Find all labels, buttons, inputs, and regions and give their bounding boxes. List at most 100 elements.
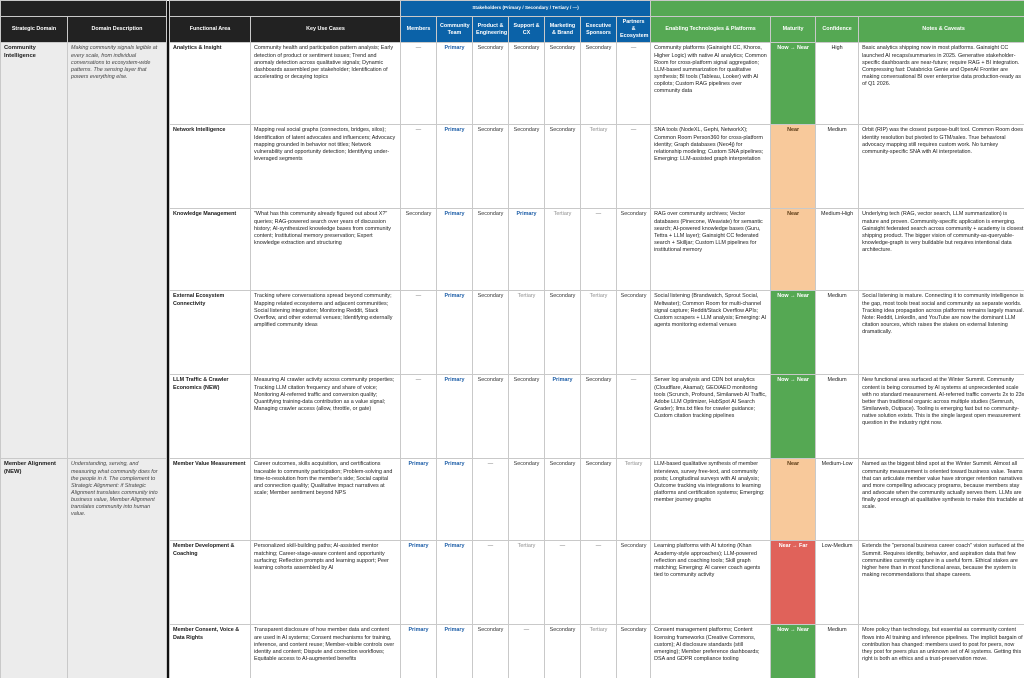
stakeholder-level-cell[interactable]: Secondary <box>544 42 581 126</box>
stakeholder-level-cell[interactable]: Secondary <box>580 374 617 460</box>
stakeholder-level-cell[interactable]: Secondary <box>508 374 545 460</box>
functional-area-cell[interactable]: Network Intelligence <box>169 124 251 210</box>
stakeholder-level-cell[interactable]: — <box>472 540 509 626</box>
stakeholder-level-cell[interactable]: Secondary <box>544 290 581 376</box>
stakeholder-level-cell[interactable]: Secondary <box>544 624 581 678</box>
maturity-cell[interactable]: Now → Near <box>770 624 817 678</box>
maturity-cell[interactable]: Near <box>770 124 817 210</box>
stakeholder-level-cell[interactable]: Primary <box>436 124 473 210</box>
stakeholder-level-cell[interactable]: Tertiary <box>508 540 545 626</box>
stakeholder-level-cell[interactable]: — <box>544 540 581 626</box>
enabling-tech-cell[interactable]: Social listening (Brandwatch, Sprout Soc… <box>650 290 772 376</box>
notes-cell[interactable]: More policy than technology, but essenti… <box>858 624 1024 678</box>
functional-area-cell[interactable]: Member Consent, Voice & Data Rights <box>169 624 251 678</box>
confidence-cell[interactable]: Medium <box>815 124 860 210</box>
stakeholder-level-cell[interactable]: Secondary <box>544 124 581 210</box>
key-use-cases-cell[interactable]: "What has this community already figured… <box>250 208 401 292</box>
stakeholder-level-cell[interactable]: Primary <box>544 374 581 460</box>
stakeholder-level-cell[interactable]: — <box>400 42 437 126</box>
maturity-cell[interactable]: Near → Far <box>770 540 817 626</box>
stakeholder-level-cell[interactable]: — <box>580 208 617 292</box>
confidence-cell[interactable]: Medium <box>815 290 860 376</box>
stakeholder-level-cell[interactable]: — <box>580 540 617 626</box>
functional-area-cell[interactable]: Member Value Measurement <box>169 458 251 542</box>
stakeholder-level-cell[interactable]: Tertiary <box>580 124 617 210</box>
stakeholder-level-cell[interactable]: Secondary <box>472 290 509 376</box>
confidence-cell[interactable]: Medium-High <box>815 208 860 292</box>
enabling-tech-cell[interactable]: LLM-based qualitative synthesis of membe… <box>650 458 772 542</box>
notes-cell[interactable]: Social listening is mature. Connecting i… <box>858 290 1024 376</box>
stakeholder-level-cell[interactable]: Primary <box>436 42 473 126</box>
stakeholder-level-cell[interactable]: Primary <box>436 208 473 292</box>
stakeholder-level-cell[interactable]: Secondary <box>544 458 581 542</box>
enabling-tech-cell[interactable]: RAG over community archives; Vector data… <box>650 208 772 292</box>
stakeholder-level-cell[interactable]: Primary <box>436 290 473 376</box>
notes-cell[interactable]: New functional area surfaced at the Wint… <box>858 374 1024 460</box>
functional-area-cell[interactable]: Member Development & Coaching <box>169 540 251 626</box>
maturity-cell[interactable]: Now → Near <box>770 374 817 460</box>
stakeholder-level-cell[interactable]: Secondary <box>580 458 617 542</box>
stakeholder-level-cell[interactable]: Tertiary <box>508 290 545 376</box>
stakeholder-level-cell[interactable]: Primary <box>400 540 437 626</box>
stakeholder-level-cell[interactable]: Secondary <box>508 458 545 542</box>
stakeholder-level-cell[interactable]: Primary <box>400 458 437 542</box>
enabling-tech-cell[interactable]: Community platforms (Gainsight CC, Khoro… <box>650 42 772 126</box>
confidence-cell[interactable]: Medium <box>815 624 860 678</box>
confidence-cell[interactable]: High <box>815 42 860 126</box>
key-use-cases-cell[interactable]: Career outcomes, skills acquisition, and… <box>250 458 401 542</box>
stakeholder-level-cell[interactable]: — <box>615 374 652 460</box>
key-use-cases-cell[interactable]: Transparent disclosure of how member dat… <box>250 624 401 678</box>
stakeholder-level-cell[interactable]: Primary <box>436 458 473 542</box>
key-use-cases-cell[interactable]: Measuring AI crawler activity across com… <box>250 374 401 460</box>
notes-cell[interactable]: Extends the "personal business career co… <box>858 540 1024 626</box>
stakeholder-level-cell[interactable]: — <box>615 42 652 126</box>
stakeholder-level-cell[interactable]: Primary <box>436 540 473 626</box>
stakeholder-level-cell[interactable]: — <box>615 124 652 210</box>
stakeholder-level-cell[interactable]: Primary <box>436 374 473 460</box>
stakeholder-level-cell[interactable]: Secondary <box>472 124 509 210</box>
key-use-cases-cell[interactable]: Mapping real social graphs (connectors, … <box>250 124 401 210</box>
stakeholder-level-cell[interactable]: — <box>400 374 437 460</box>
strategic-domain-cell[interactable]: Community Intelligence <box>0 42 68 460</box>
maturity-cell[interactable]: Now → Near <box>770 42 817 126</box>
stakeholder-level-cell[interactable]: Secondary <box>615 540 652 626</box>
maturity-cell[interactable]: Near <box>770 458 817 542</box>
stakeholder-level-cell[interactable]: Secondary <box>400 208 437 292</box>
stakeholder-level-cell[interactable]: Secondary <box>615 208 652 292</box>
enabling-tech-cell[interactable]: Server log analysis and CDN bot analytic… <box>650 374 772 460</box>
stakeholder-level-cell[interactable]: — <box>400 124 437 210</box>
stakeholder-level-cell[interactable]: Secondary <box>472 374 509 460</box>
stakeholder-level-cell[interactable]: Secondary <box>472 208 509 292</box>
stakeholder-level-cell[interactable]: Secondary <box>615 290 652 376</box>
stakeholder-level-cell[interactable]: Tertiary <box>580 290 617 376</box>
stakeholder-level-cell[interactable]: — <box>472 458 509 542</box>
stakeholder-level-cell[interactable]: Tertiary <box>544 208 581 292</box>
confidence-cell[interactable]: Medium-Low <box>815 458 860 542</box>
confidence-cell[interactable]: Medium <box>815 374 860 460</box>
stakeholder-level-cell[interactable]: Tertiary <box>580 624 617 678</box>
stakeholder-level-cell[interactable]: Primary <box>508 208 545 292</box>
stakeholder-level-cell[interactable]: Secondary <box>508 42 545 126</box>
stakeholder-level-cell[interactable]: Tertiary <box>615 458 652 542</box>
enabling-tech-cell[interactable]: Learning platforms with AI tutoring (Kha… <box>650 540 772 626</box>
domain-description-cell[interactable]: Making community signals legible at ever… <box>67 42 167 460</box>
stakeholder-level-cell[interactable]: Primary <box>400 624 437 678</box>
confidence-cell[interactable]: Low-Medium <box>815 540 860 626</box>
stakeholder-level-cell[interactable]: — <box>400 290 437 376</box>
notes-cell[interactable]: Basic analytics shipping now in most pla… <box>858 42 1024 126</box>
stakeholder-level-cell[interactable]: Secondary <box>472 42 509 126</box>
domain-description-cell[interactable]: Understanding, serving, and measuring wh… <box>67 458 167 678</box>
notes-cell[interactable]: Named as the biggest blind spot at the W… <box>858 458 1024 542</box>
stakeholder-level-cell[interactable]: — <box>508 624 545 678</box>
stakeholder-level-cell[interactable]: Secondary <box>508 124 545 210</box>
functional-area-cell[interactable]: LLM Traffic & Crawler Economics (NEW) <box>169 374 251 460</box>
stakeholder-level-cell[interactable]: Secondary <box>615 624 652 678</box>
maturity-cell[interactable]: Near <box>770 208 817 292</box>
enabling-tech-cell[interactable]: Consent management platforms; Content li… <box>650 624 772 678</box>
strategic-domain-cell[interactable]: Member Alignment (NEW) <box>0 458 68 678</box>
stakeholder-level-cell[interactable]: Secondary <box>472 624 509 678</box>
key-use-cases-cell[interactable]: Personalized skill-building paths; AI-as… <box>250 540 401 626</box>
stakeholder-level-cell[interactable]: Primary <box>436 624 473 678</box>
key-use-cases-cell[interactable]: Community health and participation patte… <box>250 42 401 126</box>
functional-area-cell[interactable]: Analytics & Insight <box>169 42 251 126</box>
